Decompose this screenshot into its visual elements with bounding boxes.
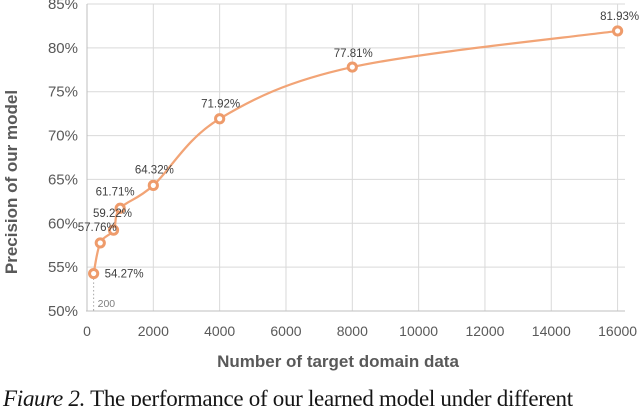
y-tick-label-80: 80% bbox=[48, 40, 78, 57]
data-point-marker-4000 bbox=[214, 113, 226, 125]
figure-caption-text: The performance of our learned model und… bbox=[85, 386, 573, 406]
y-tick-label-65: 65% bbox=[48, 171, 78, 188]
data-label-1000: 61.71% bbox=[96, 186, 135, 198]
x-tick-label-12000: 12000 bbox=[465, 323, 504, 339]
y-tick-label-75: 75% bbox=[48, 84, 78, 101]
y-axis-title: Precision of our model bbox=[2, 89, 21, 275]
series-line bbox=[92, 29, 618, 274]
data-point-marker-200 bbox=[88, 267, 100, 280]
data-point-marker-2000 bbox=[147, 179, 159, 191]
x-tick-label-8000: 8000 bbox=[337, 323, 368, 339]
data-label-16000: 81.93% bbox=[600, 11, 639, 23]
data-label-8000: 77.81% bbox=[334, 48, 373, 60]
data-label-4000: 71.92% bbox=[201, 99, 240, 111]
data-point-marker-800 bbox=[107, 224, 120, 236]
y-tick-label-50: 50% bbox=[48, 303, 78, 320]
figure-caption: Figure 2. The performance of our learned… bbox=[3, 387, 573, 406]
x-tick-label-10000: 10000 bbox=[399, 323, 438, 339]
annotation-label: 200 bbox=[98, 298, 116, 310]
chart-canvas: 200 54.27% 57.76% 59.22% 61.71%64.32% 71.92% 7… bbox=[48, 0, 639, 339]
x-tick-label-6000: 6000 bbox=[270, 323, 301, 339]
x-axis-title: Number of target domain data bbox=[217, 352, 459, 371]
y-tick-label-60: 60% bbox=[48, 215, 78, 232]
y-tick-label-55: 55% bbox=[48, 259, 78, 276]
data-label-2000: 64.32% bbox=[135, 164, 174, 176]
data-point-marker-1000 bbox=[114, 202, 126, 214]
data-point-marker-16000 bbox=[612, 25, 624, 37]
data-point-marker-8000 bbox=[346, 61, 358, 73]
x-tick-label-16000: 16000 bbox=[598, 323, 637, 339]
x-tick-label-4000: 4000 bbox=[204, 323, 235, 339]
x-tick-label-0: 0 bbox=[83, 323, 91, 339]
data-label-400: 57.76% bbox=[78, 222, 117, 234]
data-label-800: 59.22% bbox=[93, 208, 132, 220]
y-tick-label-70: 70% bbox=[48, 128, 78, 145]
data-point-marker-400 bbox=[94, 237, 106, 249]
x-tick-label-14000: 14000 bbox=[532, 323, 571, 339]
x-tick-label-2000: 2000 bbox=[138, 323, 169, 339]
y-tick-label-85: 85% bbox=[48, 0, 78, 13]
data-label-200: 54.27% bbox=[105, 269, 144, 281]
figure-caption-label: Figure 2. bbox=[3, 386, 86, 406]
